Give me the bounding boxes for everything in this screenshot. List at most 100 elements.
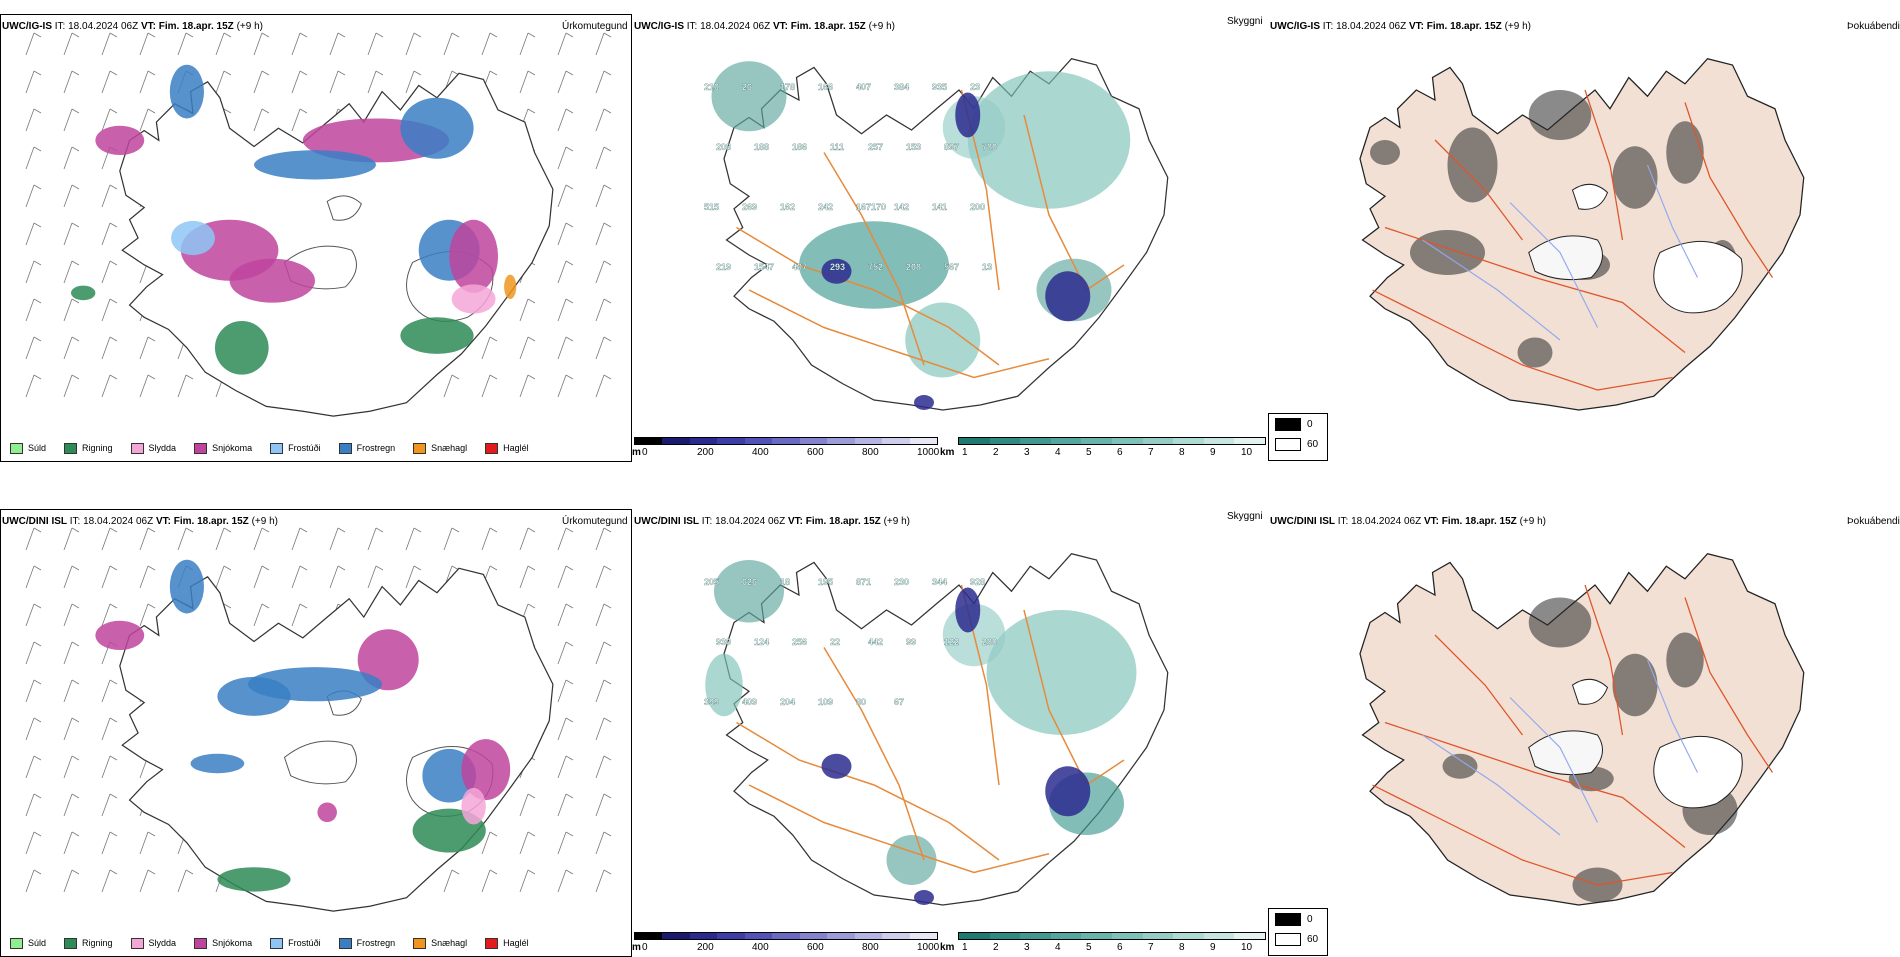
colorbar-segment xyxy=(854,438,883,444)
fog-key-entry: 0 xyxy=(1275,913,1313,926)
wind-barb xyxy=(25,336,35,360)
wind-barb xyxy=(101,679,111,703)
cloud-base-value: 22 xyxy=(830,637,840,647)
colorbar-segment xyxy=(689,933,718,939)
wind-barb xyxy=(329,32,339,56)
colorbar-segment xyxy=(717,438,745,444)
visibility-colorbar xyxy=(958,437,1266,445)
height-tick: 200 xyxy=(697,447,714,458)
precip-area xyxy=(190,753,245,774)
wind-barb xyxy=(595,298,605,322)
cloud-base-value: 280 xyxy=(982,637,997,647)
fog-key-entry: 60 xyxy=(1275,438,1318,451)
vt-label: VT: xyxy=(1408,21,1424,32)
panel-title: UWC/DINI ISL IT: 18.04.2024 06Z VT: Fim.… xyxy=(1270,516,1546,527)
wind-barb xyxy=(25,108,35,132)
wind-barb xyxy=(519,869,529,893)
vis-panel-label: Skyggni xyxy=(1227,16,1263,27)
river-line xyxy=(1509,202,1599,328)
colorbar-segment xyxy=(1203,933,1235,939)
fog-area xyxy=(1528,90,1592,140)
wind-barb xyxy=(519,298,529,322)
visibility-tick: 6 xyxy=(1117,447,1123,458)
road-line xyxy=(1684,597,1774,773)
visibility-map: 205 626 18 195 871 230 344 928 930 124 256 22 442 99 1… xyxy=(704,553,1169,906)
wind-barb xyxy=(291,603,301,627)
wind-barb xyxy=(367,32,377,56)
wind-barb xyxy=(595,527,605,551)
wind-barb xyxy=(481,374,491,398)
cloud-base-value: 442 xyxy=(868,637,883,647)
visibility-tick: 3 xyxy=(1024,942,1030,953)
cloud-base-value: 13 xyxy=(982,262,992,272)
cloud-base-value: 752 xyxy=(868,262,883,272)
it-value: 18.04.2024 06Z xyxy=(700,21,771,32)
cloud-base-value: 166 xyxy=(818,82,833,92)
wind-barb xyxy=(63,565,73,589)
wind-barb xyxy=(25,603,35,627)
it-value: 18.04.2024 06Z xyxy=(1351,516,1422,527)
wind-barb xyxy=(557,831,567,855)
model-name: UWC/IG-IS xyxy=(634,21,684,32)
wind-barb xyxy=(63,70,73,94)
wind-barb xyxy=(291,32,301,56)
wind-barb xyxy=(595,374,605,398)
road-line xyxy=(736,226,1000,366)
fog-panel-label: Þokuábendi xyxy=(1847,21,1900,32)
model-name: UWC/DINI ISL xyxy=(2,516,67,527)
cloud-base-value: 780 xyxy=(982,142,997,152)
fog-key-label: 0 xyxy=(1307,914,1313,925)
it-label: IT: xyxy=(686,21,698,32)
wind-barb xyxy=(101,717,111,741)
fog-index-key: 0 60 xyxy=(1268,413,1328,461)
wind-barb xyxy=(101,70,111,94)
forecast-row: UWC/DINI ISL IT: 18.04.2024 06Z VT: Fim.… xyxy=(0,495,1900,957)
legend-label: Haglél xyxy=(503,938,529,948)
visibility-tick: 1 xyxy=(962,447,968,458)
wind-barb xyxy=(443,527,453,551)
colorbar-segment xyxy=(662,933,690,939)
cloud-base-value: 188 xyxy=(754,142,769,152)
wind-barb xyxy=(139,527,149,551)
wind-barb xyxy=(101,222,111,246)
wind-barb xyxy=(557,108,567,132)
visibility-tick: 6 xyxy=(1117,942,1123,953)
wind-barb xyxy=(63,108,73,132)
legend-label: Súld xyxy=(28,443,47,453)
cloud-base-value: 80 xyxy=(856,697,866,707)
wind-barb xyxy=(25,260,35,284)
lead-time: (+9 h) xyxy=(1504,21,1531,32)
wind-barb xyxy=(25,565,35,589)
colorbar-segment xyxy=(1081,438,1112,444)
legend-swatch xyxy=(130,442,144,454)
visibility-tick: 9 xyxy=(1210,447,1216,458)
wind-barb xyxy=(25,146,35,170)
cloud-base-value: 141 xyxy=(932,202,947,212)
wind-barb xyxy=(595,70,605,94)
precip-area xyxy=(169,64,204,119)
fog-key-entry: 0 xyxy=(1275,418,1313,431)
it-value: 18.04.2024 06Z xyxy=(83,516,154,527)
panel-title: UWC/IG-IS IT: 18.04.2024 06Z VT: Fim. 18… xyxy=(2,21,263,32)
colorbar-segment xyxy=(1234,438,1265,444)
cloud-base-value: 200 xyxy=(970,202,985,212)
wind-barb xyxy=(557,260,567,284)
visibility-tick: 4 xyxy=(1055,447,1061,458)
wind-barb xyxy=(557,755,567,779)
panel-title: UWC/IG-IS IT: 18.04.2024 06Z VT: Fim. 18… xyxy=(1270,21,1531,32)
wind-barb xyxy=(101,831,111,855)
low-cloud-base-area xyxy=(1045,766,1091,817)
legend-item: Haglél xyxy=(475,937,529,949)
visibility-tick: 8 xyxy=(1179,942,1185,953)
river-line xyxy=(1646,164,1699,278)
precip-area xyxy=(461,739,511,801)
vt-label: VT: xyxy=(140,21,156,32)
wind-barb xyxy=(101,527,111,551)
low-visibility-area xyxy=(886,835,937,885)
wind-barb xyxy=(139,70,149,94)
legend-swatch xyxy=(64,937,78,949)
cloud-base-value: 67 xyxy=(894,697,904,707)
colorbar-segment xyxy=(989,438,1021,444)
cloud-base-value: 99 xyxy=(906,637,916,647)
cloud-base-value: 219 xyxy=(716,262,731,272)
